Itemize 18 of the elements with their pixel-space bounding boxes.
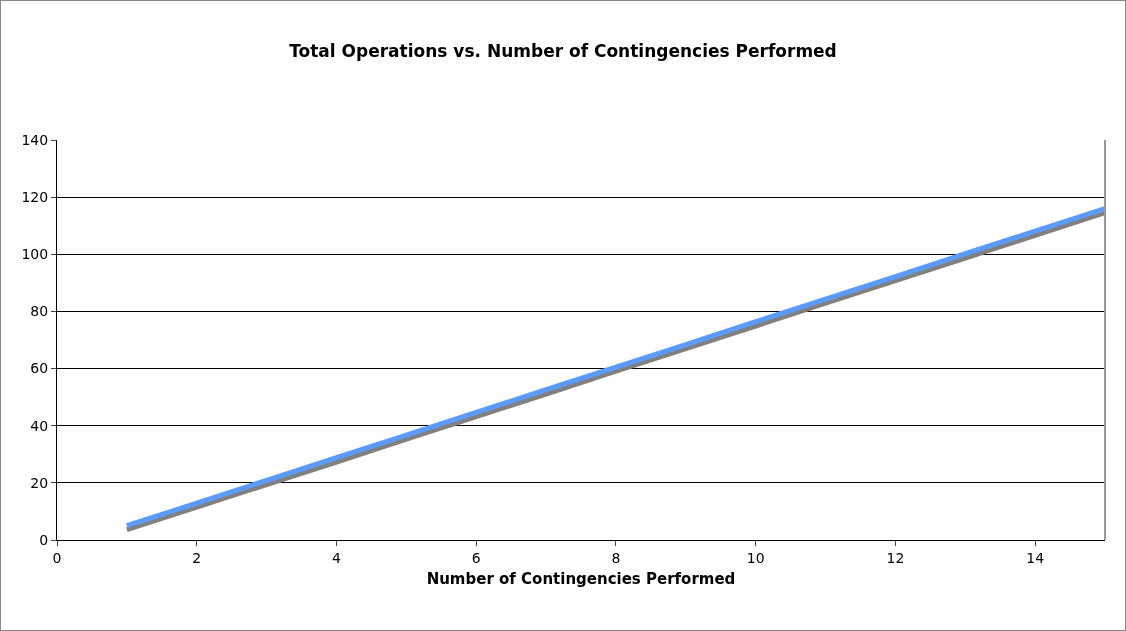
x-axis-title: Number of Contingencies Performed [426,569,736,588]
y-tick-label: 80 [30,303,49,320]
y-tick-label: 120 [21,189,49,206]
x-tick-label: 2 [192,549,202,566]
x-tick-label: 14 [1026,549,1045,566]
y-tick-label: 0 [39,531,49,548]
x-tick-label: 6 [471,549,481,566]
x-tick-label: 10 [746,549,765,566]
y-tick-label: 20 [30,474,49,491]
x-tick-label: 4 [332,549,342,566]
y-tick-label: 140 [21,131,49,148]
x-tick-label: 8 [611,549,621,566]
x-tick-label: 12 [886,549,905,566]
chart-title: Total Operations vs. Number of Contingencies Performed [289,40,837,61]
y-tick-label: 100 [21,246,49,263]
y-tick-label: 40 [30,417,49,434]
x-tick-label: 0 [52,549,62,566]
y-tick-label: 60 [30,360,49,377]
